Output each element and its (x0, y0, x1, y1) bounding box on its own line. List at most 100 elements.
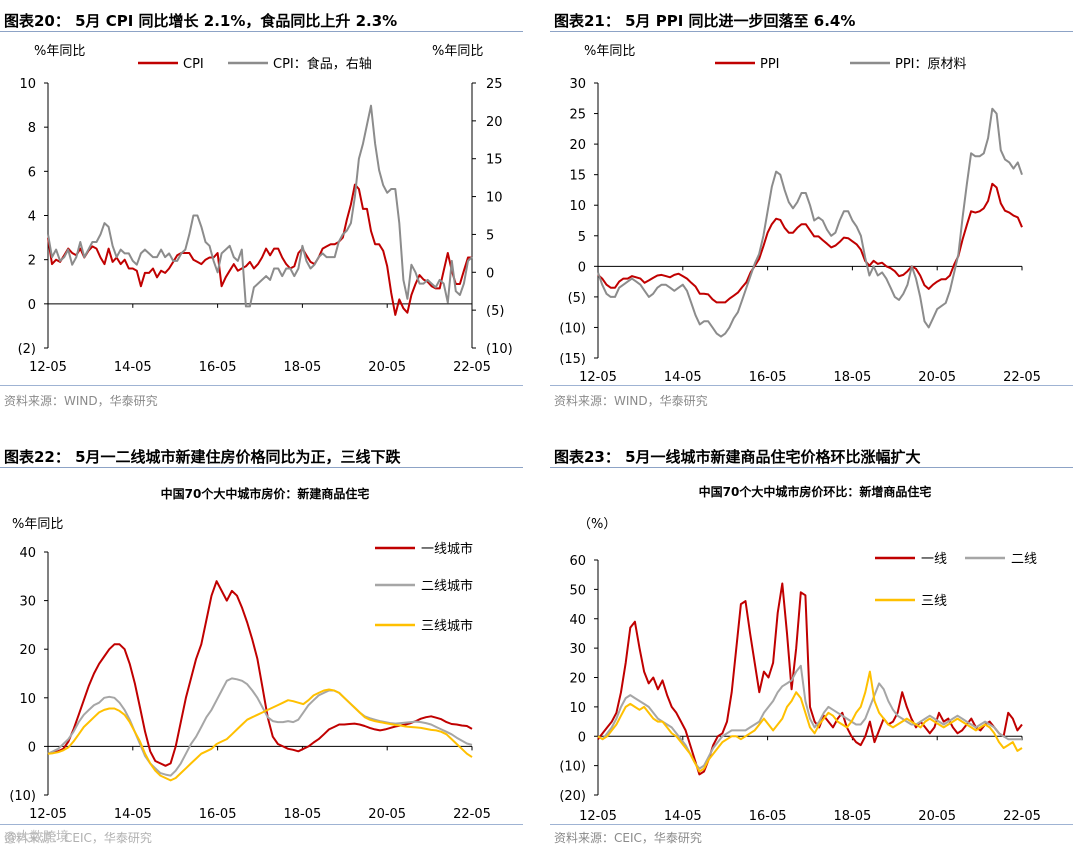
series-line-3 (47, 688, 473, 782)
series-line-2 (47, 677, 473, 777)
legend-label: 三线 (921, 594, 947, 609)
source-note: 资料来源：CEIC，华泰研究 (4, 831, 152, 845)
y-tick-label: 0 (28, 298, 36, 313)
y-tick-label: 10 (569, 199, 586, 214)
legend-label: 二线 (1011, 552, 1037, 567)
y-tick-label: 20 (569, 672, 586, 687)
x-tick-label: 12-05 (579, 370, 617, 385)
y-tick-label: 20 (19, 643, 36, 658)
x-tick-label: 14-05 (114, 807, 152, 822)
chart-house-yoy: 中国70个大中城市房价：新建商品住宅 %年同比 (10) 0 10 20 30 40 12-05… (9, 486, 491, 822)
x-tick-label: 20-05 (368, 807, 406, 822)
y-tick-label: (15) (559, 352, 586, 367)
y-tick-label: 30 (569, 77, 586, 92)
chart-subtitle: 中国70个大中城市房价：新建商品住宅 (161, 486, 370, 501)
panel-house-yoy: 图表22： 5月一二线城市新建住房价格同比为正，三线下跌 中国70个大中城市房价… (0, 438, 525, 851)
series-line-2 (597, 107, 1023, 338)
y-tick-label: 30 (569, 642, 586, 657)
y-tick-label: 25 (569, 108, 586, 123)
x-tick-label: 18-05 (834, 370, 872, 385)
source-rule (550, 824, 1073, 825)
panel-ppi: 图表21： 5月 PPI 同比进一步回落至 6.4% %年同比 (15) (10) (… (550, 0, 1075, 410)
x-tick-label: 22-05 (1003, 370, 1041, 385)
y2-tick-label: 25 (486, 77, 503, 92)
legend-label: PPI：原材料 (895, 57, 967, 72)
x-tick-label: 12-05 (579, 809, 617, 824)
source-note: 资料来源：WIND，华泰研究 (4, 394, 158, 408)
y2-tick-label: (10) (486, 342, 513, 357)
y-tick-label: 10 (19, 692, 36, 707)
x-tick-label: 16-05 (199, 807, 237, 822)
series-line-2 (47, 104, 473, 308)
y-tick-label: 30 (19, 595, 36, 610)
y-tick-label: 20 (569, 138, 586, 153)
x-tick-label: 14-05 (664, 370, 702, 385)
y-tick-label: 5 (578, 230, 586, 245)
series-line-2 (597, 664, 1022, 770)
y-tick-label: (2) (18, 342, 36, 357)
y-axis-label: %年同比 (584, 44, 635, 59)
x-tick-label: 20-05 (368, 360, 406, 375)
x-tick-label: 16-05 (749, 809, 787, 824)
source-rule (550, 385, 1073, 386)
title-rule (550, 31, 1073, 32)
chart-subtitle: 中国70个大中城市房价环比：新增商品住宅 (699, 484, 932, 499)
legend-label: 三线城市 (421, 618, 473, 634)
y-tick-label: 40 (19, 546, 36, 561)
title-rule (0, 467, 523, 468)
y-tick-label: 60 (569, 554, 586, 569)
title-rule (550, 467, 1073, 468)
source-rule (0, 824, 523, 825)
y-tick-label: 40 (569, 613, 586, 628)
x-tick-label: 16-05 (749, 370, 787, 385)
y-axis-label: （%） (578, 517, 616, 532)
x-tick-label: 22-05 (453, 807, 491, 822)
y-tick-label: 0 (578, 260, 586, 275)
title-rule (0, 31, 523, 32)
source-note: 资料来源：WIND，华泰研究 (554, 394, 708, 408)
x-tick-label: 22-05 (453, 360, 491, 375)
legend-label: 二线城市 (421, 578, 473, 594)
y-tick-label: 4 (28, 210, 36, 225)
source-rule (0, 385, 523, 386)
series-line-1 (47, 183, 472, 316)
watermark-text: @大数跨境 (4, 830, 70, 845)
panel-cpi: 图表20： 5月 CPI 同比增长 2.1%，食品同比上升 2.3% %年同比%… (0, 0, 525, 410)
panel-title: 图表23： 5月一线城市新建商品住宅价格环比涨幅扩大 (554, 448, 921, 466)
y2-tick-label: 0 (486, 266, 494, 281)
y-tick-label: 6 (28, 165, 36, 180)
panel-title: 图表20： 5月 CPI 同比增长 2.1%，食品同比上升 2.3% (4, 12, 398, 30)
y2-tick-label: 20 (486, 115, 503, 130)
y-tick-label: (10) (559, 321, 586, 336)
x-tick-label: 14-05 (114, 360, 152, 375)
series-line-1 (47, 580, 473, 767)
x-tick-label: 20-05 (918, 809, 956, 824)
y-tick-label: (10) (9, 789, 36, 804)
y-tick-label: 0 (578, 730, 586, 745)
y-tick-label: 8 (28, 121, 36, 136)
source-note: 资料来源：CEIC，华泰研究 (554, 831, 702, 845)
legend-label: 一线 (921, 552, 947, 567)
x-tick-label: 18-05 (834, 809, 872, 824)
legend-label: PPI (760, 57, 780, 72)
y-axis-label: %年同比 (12, 517, 63, 532)
y-tick-label: 50 (569, 583, 586, 598)
y2-axis-label: %年同比 (432, 44, 483, 59)
y-tick-label: 0 (28, 740, 36, 755)
x-tick-label: 12-05 (29, 360, 67, 375)
y-tick-label: (5) (568, 291, 586, 306)
y-tick-label: 2 (28, 254, 36, 269)
panel-title: 图表22： 5月一二线城市新建住房价格同比为正，三线下跌 (4, 448, 401, 466)
y-tick-label: 10 (19, 77, 36, 92)
panel-house-mom: 图表23： 5月一线城市新建商品住宅价格环比涨幅扩大 中国70个大中城市房价环比… (550, 438, 1075, 851)
y-tick-label: 10 (569, 701, 586, 716)
legend-label: 一线城市 (421, 541, 473, 557)
y2-tick-label: 5 (486, 228, 494, 243)
legend-label: CPI (183, 57, 204, 72)
y2-tick-label: (5) (486, 304, 504, 319)
x-tick-label: 18-05 (284, 807, 322, 822)
y-axis-label: %年同比 (34, 44, 85, 59)
x-tick-label: 14-05 (664, 809, 702, 824)
y2-tick-label: 10 (486, 191, 503, 206)
x-tick-label: 18-05 (284, 360, 322, 375)
